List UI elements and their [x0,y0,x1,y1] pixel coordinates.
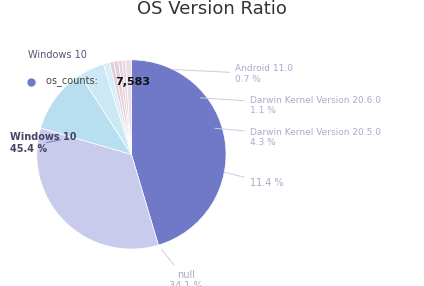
Wedge shape [37,128,159,249]
Text: Windows 10: Windows 10 [28,50,87,60]
Wedge shape [114,61,131,154]
Wedge shape [103,62,131,154]
Text: Windows 10
45.4 %: Windows 10 45.4 % [10,132,77,154]
Text: Darwin Kernel Version 20.5.0
4.3 %: Darwin Kernel Version 20.5.0 4.3 % [215,128,381,147]
Wedge shape [122,60,131,154]
Text: Android 11.0
0.7 %: Android 11.0 0.7 % [172,64,293,84]
Text: null
34.1 %: null 34.1 % [162,249,203,286]
Title: OS Version Ratio: OS Version Ratio [137,0,287,18]
Text: 7,583: 7,583 [115,77,150,87]
Text: 11.4 %: 11.4 % [224,172,283,188]
Wedge shape [41,75,131,154]
Text: os_counts:: os_counts: [46,77,101,87]
Wedge shape [110,61,131,154]
Wedge shape [131,60,226,245]
Text: Darwin Kernel Version 20.6.0
1.1 %: Darwin Kernel Version 20.6.0 1.1 % [201,96,381,115]
Wedge shape [80,64,131,154]
Wedge shape [118,60,131,154]
Wedge shape [126,60,131,154]
